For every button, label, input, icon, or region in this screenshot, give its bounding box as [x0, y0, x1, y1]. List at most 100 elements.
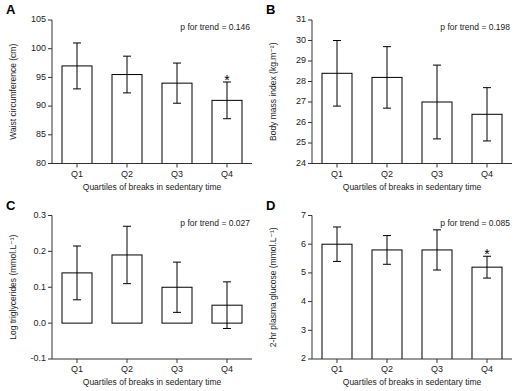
error-cap	[173, 262, 181, 263]
y-tick	[48, 20, 52, 21]
error-line	[437, 230, 438, 270]
x-tick	[487, 359, 488, 363]
error-cap	[383, 46, 391, 47]
p-trend: p for trend = 0.085	[440, 218, 510, 228]
error-bar	[73, 246, 81, 300]
bar	[322, 244, 352, 359]
y-tick	[48, 251, 52, 252]
error-cap	[383, 264, 391, 265]
y-tick-label: 100	[31, 43, 46, 53]
error-bar	[433, 230, 441, 270]
x-tick-label: Q3	[431, 364, 443, 374]
x-axis-line	[52, 359, 252, 360]
y-tick	[308, 272, 312, 273]
error-bar	[223, 282, 231, 329]
x-tick-label: Q1	[71, 169, 83, 179]
error-cap	[173, 312, 181, 313]
plot-area	[322, 227, 502, 359]
error-cap	[333, 226, 341, 227]
y-tick-label: 4	[301, 296, 306, 306]
error-bar	[333, 41, 341, 107]
panel: 2425262728293031Q1Q2Q3Q4Body mass index …	[266, 2, 512, 391]
x-tick-label: Q4	[481, 169, 493, 179]
p-trend: p for trend = 0.146	[180, 22, 250, 32]
x-axis-line	[312, 359, 512, 360]
error-cap	[433, 270, 441, 271]
y-tick	[308, 330, 312, 331]
x-tick	[127, 359, 128, 363]
x-tick-label: Q2	[121, 169, 133, 179]
error-cap	[483, 140, 491, 141]
significance-star: *	[224, 72, 230, 88]
error-cap	[73, 42, 81, 43]
p-trend: p for trend = 0.027	[180, 218, 250, 228]
y-tick	[48, 163, 52, 164]
y-tick-label: -0.1	[30, 353, 46, 363]
y-axis-line	[312, 20, 313, 164]
y-tick-label: 0.3	[33, 210, 46, 220]
x-tick-label: Q1	[331, 169, 343, 179]
x-tick	[387, 359, 388, 363]
panel-label: C	[6, 198, 16, 213]
y-tick	[48, 323, 52, 324]
y-tick-label: 24	[296, 158, 306, 168]
x-axis-label: Quartiles of breaks in sedentary time	[83, 377, 222, 387]
y-tick-label: 90	[36, 100, 46, 110]
error-cap	[223, 328, 231, 329]
y-tick-label: 29	[296, 55, 306, 65]
y-axis-label: Waist circumference (cm)	[8, 44, 18, 140]
y-tick	[308, 301, 312, 302]
plot-area	[322, 41, 502, 164]
error-cap	[173, 63, 181, 64]
error-cap	[123, 56, 131, 57]
error-cap	[123, 283, 131, 284]
y-tick	[48, 48, 52, 49]
y-tick	[48, 359, 52, 360]
error-cap	[383, 235, 391, 236]
error-bar	[73, 43, 81, 89]
y-tick	[308, 215, 312, 216]
error-line	[177, 262, 178, 312]
y-tick-label: 80	[36, 158, 46, 168]
error-cap	[433, 65, 441, 66]
x-axis-label: Quartiles of breaks in sedentary time	[83, 182, 222, 192]
error-line	[337, 227, 338, 261]
x-tick-label: Q4	[221, 169, 233, 179]
error-cap	[73, 88, 81, 89]
plot-area	[62, 226, 242, 328]
x-tick	[227, 359, 228, 363]
error-line	[127, 226, 128, 283]
y-tick-label: 31	[296, 14, 306, 24]
x-tick	[437, 359, 438, 363]
panel: -0.10.00.10.20.3Q1Q2Q3Q4Log triglyceride…	[6, 198, 252, 388]
plot-area	[62, 43, 242, 164]
error-line	[387, 47, 388, 109]
y-tick	[308, 244, 312, 245]
error-bar	[173, 63, 181, 103]
x-axis-line	[312, 163, 512, 164]
y-tick-label: 85	[36, 129, 46, 139]
error-line	[487, 88, 488, 141]
x-tick	[77, 164, 78, 168]
x-tick	[127, 164, 128, 168]
y-tick-label: 6	[301, 239, 306, 249]
error-bar	[483, 88, 491, 141]
panel: 80859095100105Q1Q2Q3Q4Waist circumferenc…	[6, 2, 252, 391]
y-tick-label: 27	[296, 96, 306, 106]
panel-label: D	[266, 198, 275, 213]
error-line	[177, 63, 178, 103]
y-tick	[48, 287, 52, 288]
y-axis-line	[52, 20, 53, 164]
y-tick-label: 5	[301, 267, 306, 277]
y-tick-label: 3	[301, 325, 306, 335]
y-tick-label: 7	[301, 210, 306, 220]
error-line	[437, 65, 438, 139]
y-tick	[48, 106, 52, 107]
error-bar	[333, 227, 341, 261]
error-cap	[333, 106, 341, 107]
y-axis-label: 2-hr plasma glucose (mmol.L⁻¹)	[268, 227, 278, 347]
y-tick-label: 28	[296, 76, 306, 86]
y-tick	[308, 143, 312, 144]
x-tick	[177, 164, 178, 168]
y-tick-label: 0.1	[33, 282, 46, 292]
